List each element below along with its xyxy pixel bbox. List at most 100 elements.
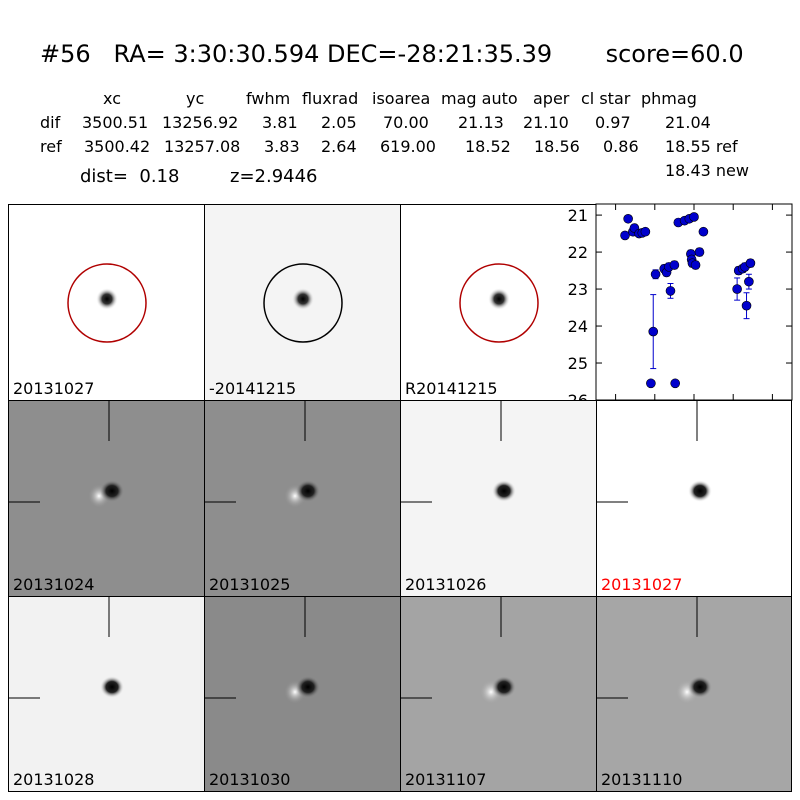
source-blob [100, 480, 124, 502]
data-point [665, 286, 676, 296]
panel-diff-image: -20141215 [204, 204, 401, 401]
data-point [745, 258, 756, 268]
data-point [646, 378, 656, 389]
stamp-svg [401, 597, 516, 704]
data-point [744, 276, 754, 287]
panel-label: 20131027 [601, 575, 683, 594]
score-value: score=60.0 [605, 40, 744, 68]
col-header-phmag: phmag [641, 89, 697, 108]
source-blob [96, 288, 118, 310]
data-point [640, 226, 651, 237]
dif-fwhm: 3.81 [262, 113, 298, 132]
panel-label: -20141215 [209, 379, 297, 398]
dif-fluxrad: 2.05 [321, 113, 357, 132]
panel-label: 20131027 [13, 379, 95, 398]
data-point [741, 300, 752, 311]
aperture-circle [67, 263, 147, 343]
source-blob [292, 288, 314, 310]
stamp-image [205, 205, 400, 400]
stamp-image [401, 205, 596, 400]
dif-aper: 21.10 [523, 113, 569, 132]
stamp-panel-20131030: 20131030 [204, 596, 401, 792]
dist-value: dist= 0.18 [80, 166, 180, 187]
col-header-isoarea: isoarea [372, 89, 431, 108]
ref-cl-star: 0.86 [603, 137, 639, 156]
row-label-dif: dif [40, 113, 61, 132]
stamp-panel-20131027: 20131027 [596, 400, 792, 597]
col-header-fwhm: fwhm [246, 89, 291, 108]
data-point [690, 260, 701, 270]
panel-ref-image: R20141215 [400, 204, 597, 401]
ref-phmag: 18.55 ref [665, 137, 738, 156]
data-point [694, 247, 705, 257]
source-blob [100, 676, 124, 698]
source-blob [488, 288, 510, 310]
ref-fwhm: 3.83 [264, 137, 300, 156]
panel-label: 20131107 [405, 770, 487, 789]
panel-label: 20131026 [405, 575, 487, 594]
dif-isoarea: 70.00 [383, 113, 429, 132]
panel-label: 20131024 [13, 575, 95, 594]
phmag-new: 18.43 new [665, 161, 749, 180]
ref-mag-auto: 18.52 [465, 137, 511, 156]
dec-coordinate: DEC=-28:21:35.39 [327, 40, 553, 68]
stamp-svg [205, 597, 320, 704]
source-blob [492, 480, 516, 502]
panel-label: 20131030 [209, 770, 291, 789]
redshift-value: z=2.9446 [230, 166, 318, 187]
dif-xc: 3500.51 [82, 113, 149, 132]
ra-coordinate: RA= 3:30:30.594 [113, 40, 320, 68]
source-blob [688, 676, 712, 698]
panel-label: 20131025 [209, 575, 291, 594]
ref-fluxrad: 2.64 [321, 137, 357, 156]
aperture-circle [459, 263, 539, 343]
candidate-id: #56 [40, 40, 91, 68]
ref-xc: 3500.42 [84, 137, 151, 156]
stamp-svg [401, 401, 516, 503]
col-header-xc: xc [103, 89, 121, 108]
y-tick-label: 21 [568, 206, 588, 225]
source-blob [688, 480, 712, 502]
data-point [732, 284, 742, 294]
dif-mag-auto: 21.13 [458, 113, 504, 132]
data-point [650, 269, 661, 280]
panel-label: 20131028 [13, 770, 95, 789]
aperture-circle [263, 263, 343, 343]
col-header-fluxrad: fluxrad [302, 89, 359, 108]
source-blob [296, 676, 320, 698]
dif-yc: 13256.92 [162, 113, 239, 132]
stamp-panel-20131024: 20131024 [8, 400, 205, 597]
ref-yc: 13257.08 [164, 137, 241, 156]
data-point [648, 326, 659, 337]
y-tick-label: 25 [568, 354, 588, 373]
panel-new-image: 20131027 [8, 204, 205, 401]
source-blob [296, 480, 320, 502]
dif-cl-star: 0.97 [595, 113, 631, 132]
stamp-image [9, 205, 204, 400]
source-blob [492, 676, 516, 698]
data-point [670, 378, 680, 389]
ref-isoarea: 619.00 [380, 137, 436, 156]
stamp-panel-20131110: 20131110 [596, 596, 792, 792]
stamp-panel-20131028: 20131028 [8, 596, 205, 792]
y-tick-label: 23 [568, 280, 588, 299]
col-header-yc: yc [186, 89, 205, 108]
stamp-panel-20131025: 20131025 [204, 400, 401, 597]
y-tick-label: 22 [568, 243, 588, 262]
candidate-title: #56 RA= 3:30:30.594 DEC=-28:21:35.39 sco… [40, 40, 744, 68]
stamp-svg [205, 401, 320, 508]
stamp-svg [459, 263, 539, 343]
data-point [698, 226, 709, 237]
row-label-ref: ref [40, 137, 62, 156]
stamp-svg [9, 401, 124, 508]
stamp-svg [263, 263, 343, 343]
stamp-svg [67, 263, 147, 343]
stamp-panel-20131107: 20131107 [400, 596, 597, 792]
data-point [623, 213, 633, 224]
stamp-svg [597, 401, 712, 503]
stamp-svg [9, 597, 124, 699]
col-header-mag-auto: mag auto [441, 89, 518, 108]
panel-label: 20131110 [601, 770, 683, 789]
data-point [620, 230, 630, 241]
y-tick-label: 24 [568, 317, 588, 336]
